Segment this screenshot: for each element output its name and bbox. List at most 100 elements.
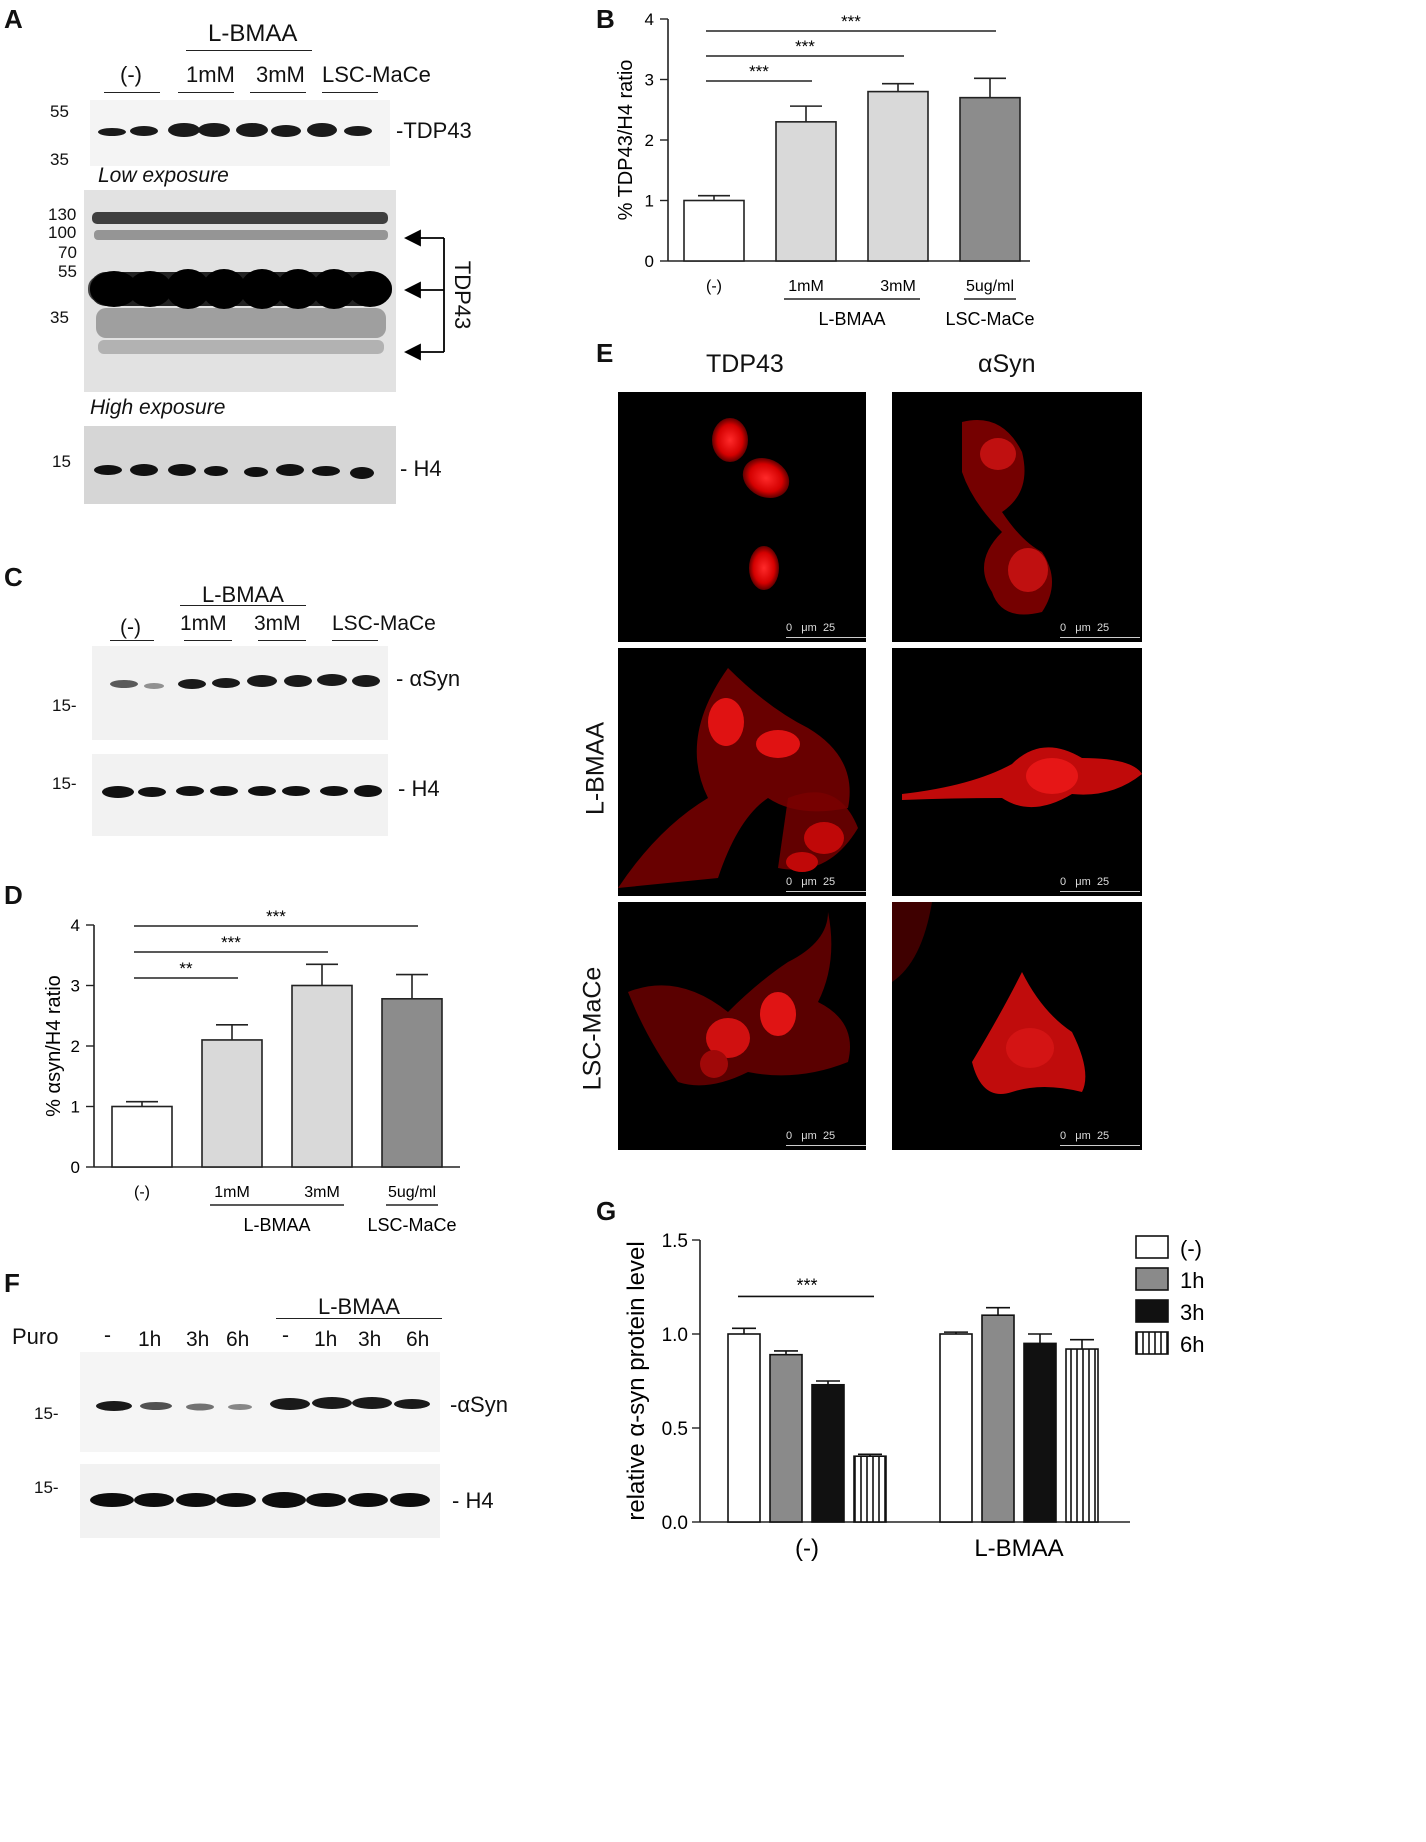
bar [867, 90, 929, 262]
y-tick-label: 3 [71, 977, 80, 996]
legend-label: (-) [1180, 1236, 1202, 1261]
e-row-lbmaa: L-BMAA [581, 721, 610, 816]
e-image-lbmaa-tdp43 [618, 648, 866, 896]
f-lane-8: 6h [406, 1328, 430, 1351]
y-axis-label: relative α-syn protein level [623, 1241, 650, 1520]
c-lane-ctrl: (-) [120, 616, 141, 639]
y-tick-label: 0 [645, 252, 654, 271]
significance-label: *** [795, 37, 815, 56]
c-lane-3mm: 3mM [254, 612, 301, 635]
a-blot-tdp43-top [90, 100, 390, 166]
c-lane-1mm: 1mM [180, 612, 227, 635]
panel-label-a: A [4, 4, 23, 34]
e-image-lsc-tdp43 [618, 902, 866, 1150]
f-band-h4: - H4 [452, 1488, 494, 1513]
a-lane-1mm: 1mM [186, 62, 235, 87]
legend-label: 6h [1180, 1332, 1204, 1357]
c-band-h4: - H4 [398, 776, 440, 801]
e-scalebar-2: 0 μm 25 [1060, 622, 1140, 1836]
f-band-asyn: -αSyn [450, 1392, 508, 1417]
y-tick-label: 2 [71, 1037, 80, 1056]
significance-label: *** [266, 907, 286, 926]
group-label: LSC-MaCe [367, 1215, 456, 1235]
e-image-ctrl-asyn [892, 392, 1142, 642]
bar [683, 199, 745, 262]
y-tick-label: 0.5 [662, 1419, 688, 1440]
bar [111, 1105, 173, 1168]
a-high-exposure: High exposure [90, 396, 226, 419]
group-label: L-BMAA [243, 1215, 310, 1235]
group-label: LSC-MaCe [945, 309, 1034, 329]
bar [1065, 1348, 1099, 1523]
x-tick-label: 5ug/ml [388, 1184, 436, 1201]
group-label: L-BMAA [818, 309, 885, 329]
f-puro: Puro [12, 1324, 59, 1349]
a-marker-35b: 35 [50, 308, 69, 327]
y-tick-label: 0 [71, 1158, 80, 1177]
f-lane-6: 1h [314, 1328, 338, 1351]
bar [769, 1353, 803, 1523]
x-tick-label: 1mM [214, 1184, 250, 1201]
c-treatment-header: L-BMAA [202, 582, 284, 607]
chart-d: 0 1 2 3 4 % αsyn/H4 ratio (-) 1mM 3mM 5ug/ml L-BMA… [43, 907, 460, 1235]
y-axis-label: % αsyn/H4 ratio [43, 975, 65, 1117]
e-image-lsc-asyn [892, 902, 1142, 1150]
bar [939, 1333, 973, 1523]
f-marker-2: 15- [34, 1478, 59, 1497]
a-marker-100: 100 [48, 223, 77, 242]
x-tick-label: 3mM [304, 1184, 340, 1201]
bar [201, 1039, 263, 1168]
a-treatment-header: L-BMAA [208, 20, 298, 47]
e-scalebar-4: 0 μm 25 [1060, 876, 1140, 1836]
a-band-tdp43: -TDP43 [396, 118, 472, 143]
y-tick-label: 4 [71, 916, 80, 935]
f-lane-3: 3h [186, 1328, 210, 1351]
y-axis-label: % TDP43/H4 ratio [615, 60, 637, 221]
x-tick-label: 3mM [880, 278, 916, 295]
x-group-label: (-) [795, 1535, 819, 1562]
a-blot-tdp43-mid [84, 190, 396, 392]
c-blot-h4 [92, 754, 388, 836]
a-lane-lsc: LSC-MaCe [322, 62, 431, 87]
significance-label: *** [749, 62, 769, 81]
f-treatment-header: L-BMAA [318, 1294, 400, 1319]
panel-label-g: G [596, 1196, 617, 1226]
panel-label-b: B [596, 4, 615, 34]
y-tick-label: 3 [645, 71, 654, 90]
significance-label: *** [796, 1275, 817, 1295]
y-tick-label: 1.5 [662, 1231, 688, 1252]
panel-label-f: F [4, 1268, 20, 1298]
chart-b: 0 1 2 3 4 % TDP43/H4 ratio (-) 1mM 3mM 5ug/ml L-BM… [615, 10, 1035, 329]
a-marker-55: 55 [50, 102, 69, 121]
legend-swatch [1135, 1235, 1169, 1259]
legend-label: 3h [1180, 1300, 1204, 1325]
a-lane-3mm: 3mM [256, 62, 305, 87]
chart-g: 0.0 0.5 1.0 1.5 relative α-syn protein level… [623, 1231, 1204, 1562]
f-lane-5: - [282, 1324, 289, 1347]
y-tick-label: 1 [71, 1098, 80, 1117]
bar [811, 1383, 845, 1523]
bar [775, 121, 837, 262]
a-band-tdp43-mid: TDP43 [450, 260, 476, 330]
f-lane-7: 3h [358, 1328, 382, 1351]
e-scalebar-1: 0 μm 25 [786, 622, 866, 1836]
a-marker-15: 15 [52, 452, 71, 471]
y-tick-label: 1.0 [662, 1325, 688, 1346]
f-lane-1: - [104, 1324, 111, 1347]
panel-label-d: D [4, 880, 23, 910]
e-image-ctrl-tdp43 [618, 392, 866, 642]
legend-swatch [1135, 1331, 1169, 1355]
e-col-tdp43: TDP43 [706, 350, 784, 378]
f-marker-1: 15- [34, 1404, 59, 1423]
a-marker-70: 70 [58, 243, 77, 262]
bar [727, 1333, 761, 1523]
legend-swatch [1135, 1267, 1169, 1291]
e-scalebar-6: 0 μm 25 [1060, 1130, 1140, 1836]
panel-label-e: E [596, 338, 614, 368]
c-blot-asyn [92, 646, 388, 740]
f-blot-asyn [80, 1352, 440, 1452]
c-band-asyn: - αSyn [396, 666, 461, 691]
a-marker-35: 35 [50, 150, 69, 169]
c-lane-lsc: LSC-MaCe [332, 612, 436, 635]
bar [959, 96, 1021, 262]
